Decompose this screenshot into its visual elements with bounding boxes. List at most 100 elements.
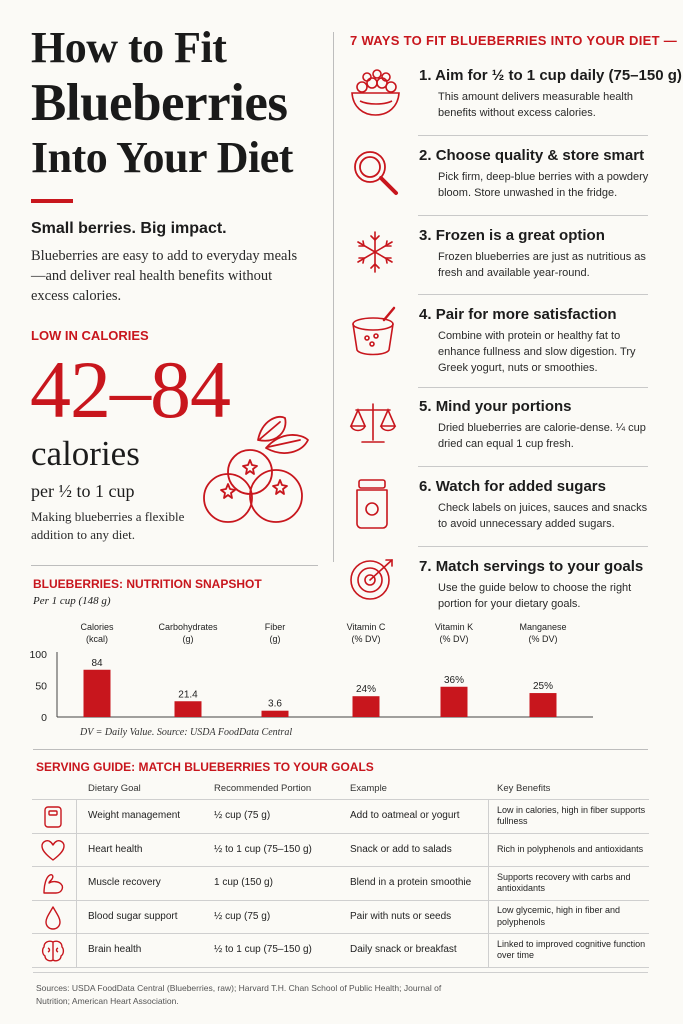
benefit-cell: Rich in polyphenols and antioxidants [497,844,644,854]
example-cell: Snack or add to salads [350,843,452,855]
way-title: Choose quality & store smart [435,147,645,164]
goal-cell: Weight management [88,810,181,822]
target-icon [350,559,393,600]
drop-icon [45,905,61,930]
table-header-row: Dietary Goal Recommended Portion Example… [32,778,649,800]
way-number: 2. [419,147,432,164]
portion-cell: ½ cup (75 g) [214,910,271,922]
category-unit-label: (% DV) [440,634,469,644]
tagline: Small berries. Big impact. [31,220,227,237]
category-label: Carbohydrates [158,622,218,632]
nutrition-note: DV = Daily Value. Source: USDA FoodData … [80,727,293,738]
way-number: 7. [419,558,432,575]
column-divider [488,900,489,933]
ways-heading: 7 WAYS TO FIT BLUEBERRIES INTO YOUR DIET… [350,33,678,48]
example-cell: Add to oatmeal or yogurt [350,810,460,822]
goal-cell: Blood sugar support [88,910,178,922]
portion-cell: 1 cup (150 g) [214,877,273,889]
way-number: 1. [419,67,432,84]
way-title: Aim for ½ to 1 cup daily (75–150 g) [435,67,682,84]
example-cell: Pair with nuts or seeds [350,910,452,922]
nutrition-heading: BLUEBERRIES: NUTRITION SNAPSHOT [33,577,262,591]
benefit-cell: Low glycemic, high in fiber and polyphen… [497,905,621,927]
category-unit-label: (kcal) [86,634,108,644]
category-label: Fiber [265,622,286,632]
way-description: Pick firm, deep-blue berries with a powd… [438,171,649,199]
muscle-icon [43,874,64,894]
data-label: 84 [91,658,103,669]
left-divider [31,565,318,566]
intro-text: Blueberries are easy to add to everyday … [31,248,298,304]
guide-heading: SERVING GUIDE: MATCH BLUEBERRIES TO YOUR… [36,760,374,774]
title-line-3: Into Your Diet [31,133,293,182]
category-unit-label: (g) [270,634,281,644]
column-divider [333,32,334,562]
way-separator [418,546,648,547]
way-separator [418,135,648,136]
goal-cell: Muscle recovery [88,877,161,889]
table-row: Weight management ½ cup (75 g) Add to oatm… [32,800,649,834]
goal-cell: Heart health [88,843,143,855]
column-divider [76,833,77,866]
category-label: Vitamin C [347,622,386,632]
low-calories-label: LOW IN CALORIES [31,328,149,343]
data-label: 21.4 [178,689,198,700]
flexible-note: Making blueberries a flexible addition t… [31,509,185,542]
category-unit-label: (% DV) [529,634,558,644]
bar [352,696,380,717]
way-title: Pair for more satisfaction [435,306,617,323]
way-number: 6. [419,478,432,495]
title-line-2: Blueberries [31,74,288,132]
table-row: Heart health ½ to 1 cup (75–150 g) Snack o… [32,833,649,867]
calorie-range: 42–84 [30,344,231,435]
title-line-1: How to Fit [31,23,227,72]
portion-cell: ½ to 1 cup (75–150 g) [214,944,312,956]
bar [83,669,111,717]
bar [529,693,557,717]
table-row: Muscle recovery 1 cup (150 g) Blend in a p… [32,867,649,901]
page-title: How to Fit Blueberries Into Your Diet [31,22,331,184]
data-label: 36% [444,675,464,686]
way-description: Use the guide below to choose the right … [438,582,632,610]
blueberries-illustration-icon [203,416,309,523]
column-divider [76,867,77,900]
way-number: 5. [419,398,432,415]
way-separator [418,294,648,295]
way-number: 4. [419,306,432,323]
table-row: Brain health ½ to 1 cup (75–150 g) Daily s… [32,934,649,968]
sources-divider [33,972,648,973]
way-description: Combine with protein or healthy fat to e… [438,330,636,374]
way-description: This amount delivers measurable health b… [438,91,634,119]
way-title: Frozen is a great option [435,227,605,244]
column-header: Example [350,782,387,794]
data-label: 24% [356,684,376,695]
example-cell: Daily snack or breakfast [350,944,457,956]
category-unit-label: (% DV) [352,634,381,644]
category-label: Manganese [519,622,566,632]
way-description: Check labels on juices, sauces and snack… [438,502,648,530]
y-tick-label: 100 [29,649,47,661]
column-divider [76,800,77,833]
serving-guide-table: Dietary Goal Recommended Portion Example… [32,778,649,968]
yogurt-cup-icon [352,306,396,356]
way-description: Frozen blueberries are just as nutritiou… [438,251,646,279]
snowflake-icon [357,231,393,273]
column-header: Key Benefits [497,782,551,794]
way-separator [418,466,648,467]
calories-unit: calories [31,434,140,473]
table-row: Blood sugar support ½ cup (75 g) Pair with… [32,900,649,934]
category-unit-label: (g) [183,634,194,644]
goal-cell: Brain health [88,944,142,956]
title-accent-bar [31,199,73,203]
data-label: 25% [533,681,553,692]
way-separator [418,215,648,216]
category-label: Vitamin K [435,622,473,632]
bar [440,686,468,717]
scale-icon [349,403,397,443]
y-tick-label: 50 [35,681,47,693]
way-title: Watch for added sugars [435,478,606,495]
column-header: Dietary Goal [88,782,141,794]
scale-body-icon [44,806,62,828]
portion-cell: ½ to 1 cup (75–150 g) [214,843,312,855]
benefit-cell: Linked to improved cognitive function ov… [497,938,646,961]
